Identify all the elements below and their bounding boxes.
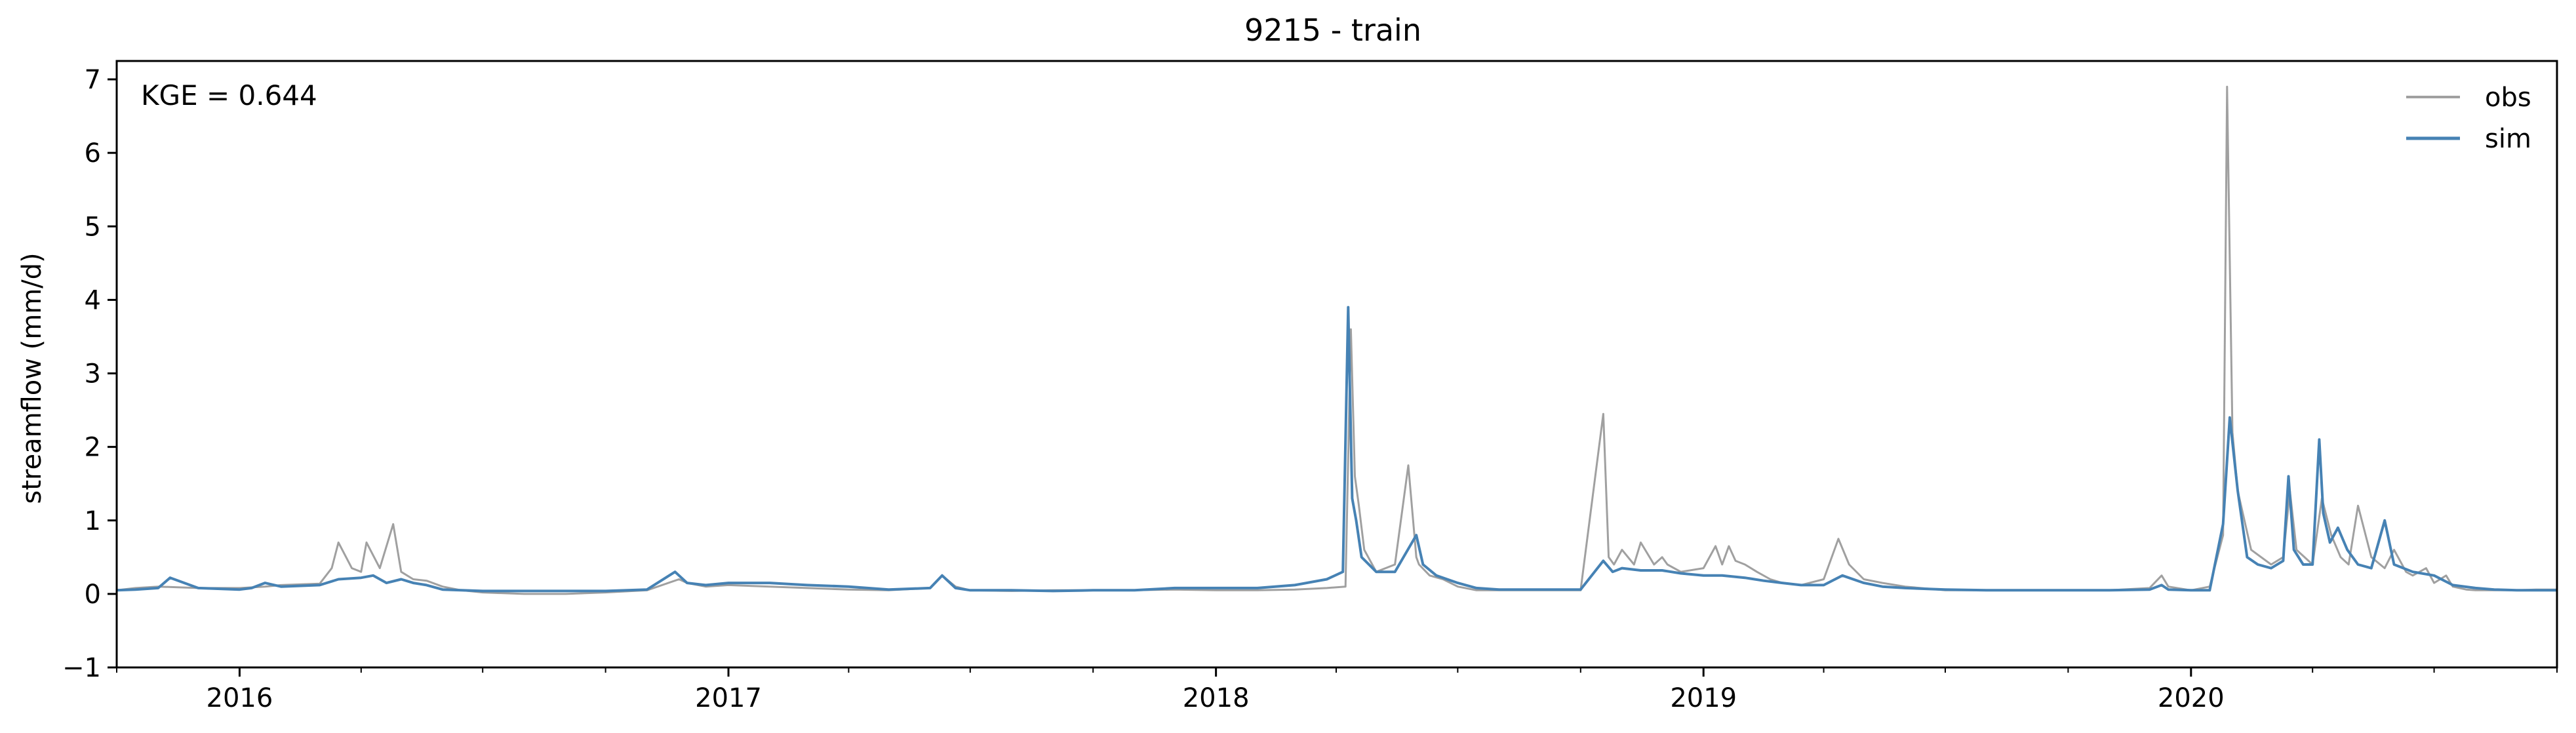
x-tick-label: 2019	[1670, 683, 1737, 713]
legend-obs-label: obs	[2485, 83, 2531, 113]
plot-frame	[115, 60, 2558, 669]
y-tick-label: 1	[85, 506, 101, 536]
y-tick-label: 4	[85, 285, 101, 315]
x-tick-label: 2017	[695, 683, 762, 713]
y-tick-label: 7	[85, 65, 101, 95]
series-line-obs	[116, 85, 2557, 595]
series-line-sim	[116, 306, 2557, 593]
series-layer	[116, 85, 2557, 595]
chart-title: 9215 - train	[1244, 12, 1421, 48]
kge-annotation: KGE = 0.644	[141, 79, 317, 111]
y-tick-label: −1	[62, 653, 101, 683]
legend: obs sim	[2406, 83, 2531, 154]
y-tick-label: 6	[85, 138, 101, 168]
x-tick-label: 2016	[207, 683, 273, 713]
y-tick-label: 3	[85, 359, 101, 389]
y-tick-label: 2	[85, 433, 101, 463]
y-axis-label: streamflow (mm/d)	[17, 252, 47, 504]
legend-sim-label: sim	[2485, 124, 2531, 154]
x-tick-label: 2020	[2158, 683, 2225, 713]
y-tick-label: 0	[85, 580, 101, 610]
y-tick-label: 5	[85, 212, 101, 242]
axis-layer: −1 0 1 2 3 4 5 6 7 2016 2017 2018 2019 2020	[62, 65, 2558, 713]
x-tick-label: 2018	[1183, 683, 1250, 713]
